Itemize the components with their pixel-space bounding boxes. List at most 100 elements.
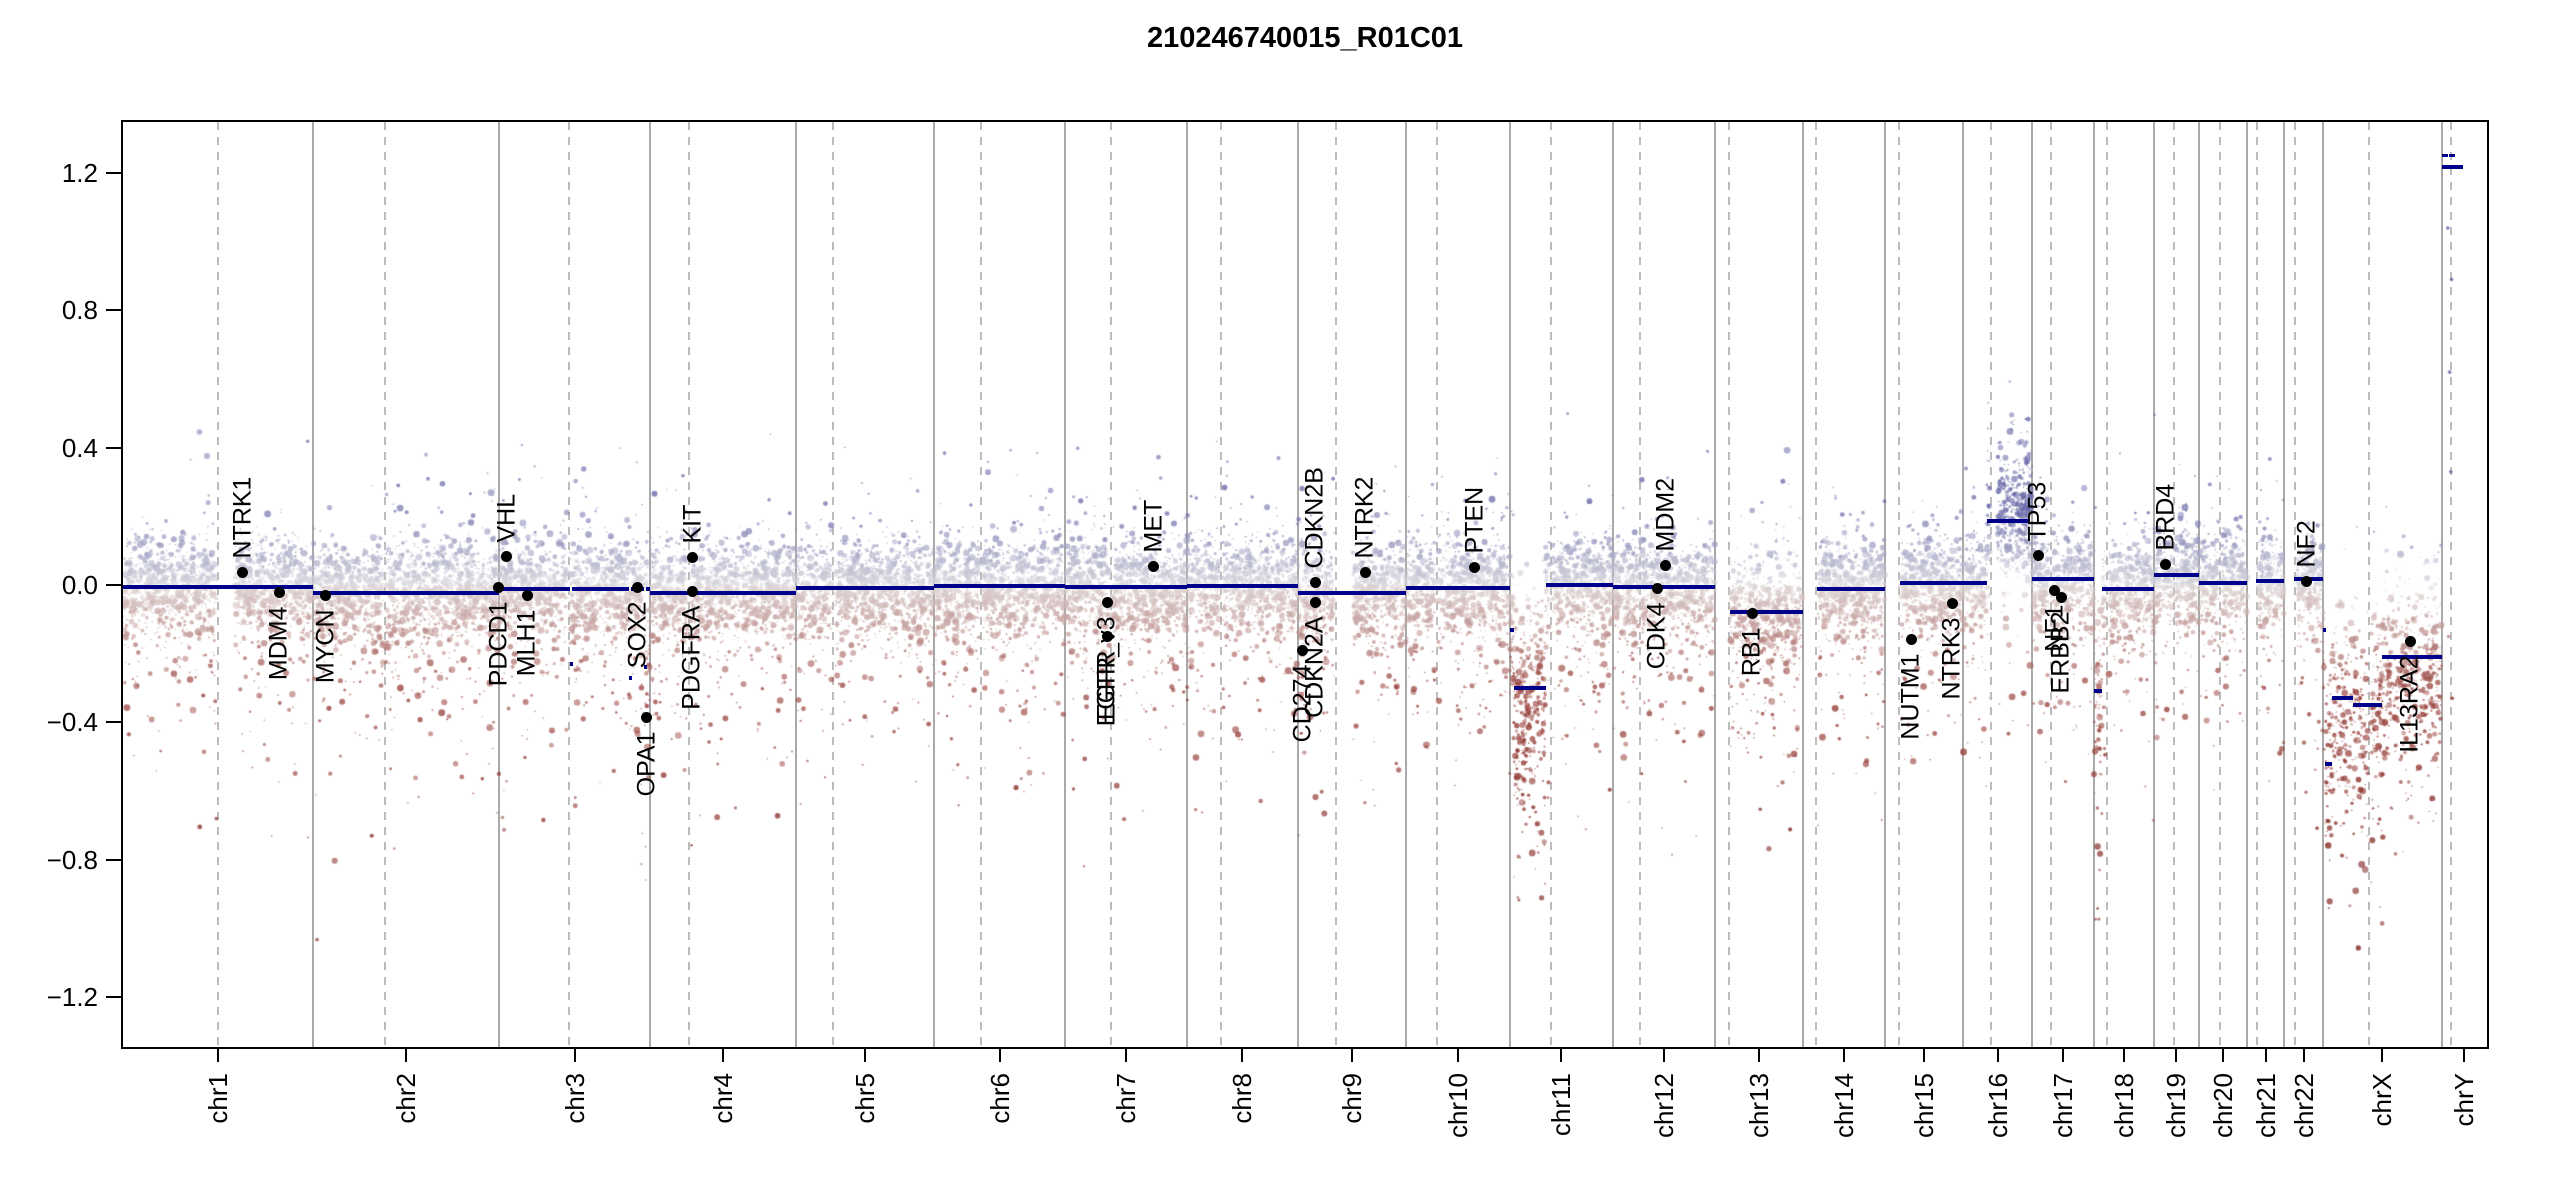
y-axis-tick	[106, 584, 121, 586]
cnv-segment	[2352, 703, 2382, 708]
cnv-segment	[1963, 581, 1987, 586]
gene-marker-dot	[641, 711, 653, 723]
gene-label: NTRK2	[1350, 477, 1379, 559]
gene-marker-dot	[1746, 607, 1758, 619]
chromosome-label: chr7	[1110, 1073, 1141, 1124]
cnv-segment	[1065, 585, 1187, 590]
x-axis-tick	[1124, 1047, 1127, 1062]
chromosome-label: chr16	[1982, 1073, 2013, 1139]
gene-label: KIT	[678, 504, 707, 544]
gene-marker-dot	[320, 590, 332, 602]
gene-label: EGFR	[1092, 650, 1121, 721]
gene-marker-dot	[2049, 584, 2061, 596]
gene-label: PTEN	[1460, 486, 1489, 554]
gene-marker-dot	[687, 552, 699, 564]
chromosome-label: chrX	[2367, 1073, 2398, 1127]
gene-label: NTRK1	[228, 477, 257, 559]
cnv-segment	[2332, 696, 2353, 701]
x-axis-tick	[2175, 1047, 2178, 1062]
x-axis-tick	[1662, 1047, 1665, 1062]
x-axis-tick	[2062, 1047, 2065, 1062]
y-axis-tick	[106, 858, 121, 861]
chromosome-label: chr20	[2208, 1073, 2239, 1139]
cnv-segment	[644, 665, 648, 670]
chromosome-label: chr17	[2048, 1073, 2079, 1139]
y-axis-tick-label: 0.4	[61, 432, 98, 463]
x-axis-tick	[2381, 1047, 2384, 1062]
gene-label: CDKN2A	[1300, 616, 1329, 719]
gene-marker-dot	[1297, 644, 1309, 656]
chromosome-label: chr14	[1828, 1073, 1859, 1139]
gene-label: PDGFRA	[677, 605, 706, 711]
chromosome-label: chrY	[2449, 1073, 2480, 1127]
x-axis-tick	[217, 1047, 220, 1062]
gene-marker-dot	[493, 581, 505, 593]
chromosome-label: chr6	[984, 1073, 1015, 1124]
gene-marker-dot	[2055, 591, 2067, 603]
chromosome-label: chr12	[1648, 1073, 1679, 1139]
x-axis-tick	[1996, 1047, 1999, 1062]
gene-label: MDM2	[1651, 477, 1680, 552]
cnv-segment	[1186, 584, 1299, 589]
x-axis-tick	[1923, 1047, 1926, 1062]
y-axis-tick	[106, 721, 121, 724]
gene-marker-dot	[2160, 558, 2172, 570]
cnv-segment	[499, 587, 571, 592]
cnv-segment	[1729, 609, 1803, 614]
x-axis-tick	[2463, 1047, 2466, 1062]
gene-marker-dot	[2301, 576, 2313, 588]
chromosome-label: chr19	[2161, 1073, 2192, 1139]
cnv-segment	[313, 590, 500, 595]
gene-label: MDM4	[264, 606, 293, 681]
gene-marker-dot	[521, 590, 533, 602]
cnv-segment	[2094, 689, 2102, 694]
gene-label: NTRK3	[1937, 617, 1966, 700]
cnv-segment	[1298, 590, 1407, 595]
cnv-segment	[572, 587, 629, 592]
cnv-segment	[2442, 164, 2464, 169]
gene-label: NF2	[2292, 520, 2321, 568]
x-axis-tick	[998, 1047, 1001, 1062]
gene-marker-dot	[1309, 597, 1321, 609]
x-axis-tick	[2123, 1047, 2126, 1062]
gene-marker-dot	[1148, 560, 1160, 572]
gene-label: VHL	[492, 494, 521, 543]
cnv-segment	[796, 585, 935, 590]
gene-marker-dot	[1651, 582, 1663, 594]
cnv-segment	[1545, 583, 1613, 587]
gene-marker-dot	[501, 551, 513, 563]
y-axis-tick-label: −1.2	[46, 981, 98, 1012]
x-axis-tick	[1241, 1047, 1244, 1062]
x-axis-tick	[2222, 1047, 2225, 1062]
gene-marker-dot	[2032, 550, 2044, 562]
cnv-segment	[2199, 580, 2248, 585]
cnv-segment	[2032, 577, 2095, 582]
chromosome-label: chr22	[2288, 1073, 2319, 1139]
gene-marker-dot	[686, 586, 698, 598]
gene-label: ERBB2	[2046, 611, 2075, 693]
gene-label: MYCN	[311, 609, 340, 684]
gene-marker-dot	[1309, 576, 1321, 588]
y-axis-tick-label: 0.0	[61, 570, 98, 600]
chromosome-label: chr18	[2109, 1073, 2140, 1139]
cnv-segment	[570, 661, 574, 666]
chromosome-label: chr13	[1743, 1073, 1774, 1139]
cnv-segment	[1509, 627, 1514, 632]
gene-label: IL13RA2	[2395, 655, 2424, 754]
x-axis-tick	[722, 1047, 725, 1062]
x-axis-tick	[573, 1047, 576, 1062]
cnv-segment	[934, 584, 1066, 589]
gene-marker-dot	[1905, 634, 1917, 646]
chromosome-label: chr9	[1337, 1073, 1368, 1124]
gene-label: PDCD1	[484, 601, 513, 686]
cnv-segment	[1899, 581, 1964, 586]
cnv-segment	[2256, 578, 2284, 583]
gene-marker-dot	[273, 587, 285, 599]
cnv-segment	[628, 675, 632, 680]
cnv-segment	[1817, 587, 1885, 592]
chromosome-label: chr15	[1909, 1073, 1940, 1139]
y-axis-tick	[106, 172, 121, 175]
chromosome-label: chr10	[1442, 1073, 1473, 1139]
cnv-segment	[123, 584, 314, 589]
